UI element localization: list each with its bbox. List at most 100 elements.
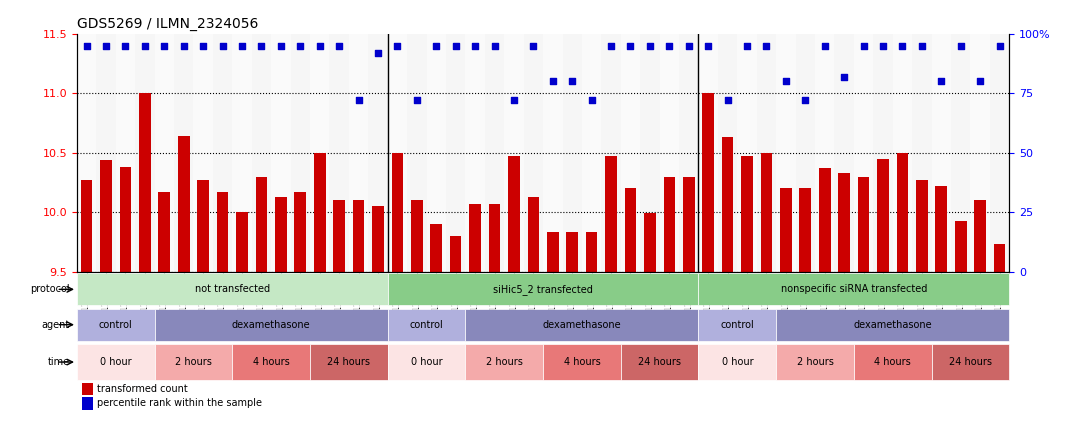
- Point: [331, 42, 348, 49]
- Text: 24 hours: 24 hours: [327, 357, 371, 367]
- FancyBboxPatch shape: [77, 344, 155, 380]
- Point: [214, 42, 231, 49]
- FancyBboxPatch shape: [388, 309, 466, 341]
- Text: not transfected: not transfected: [194, 284, 270, 294]
- Point: [642, 42, 659, 49]
- Bar: [625, 188, 637, 272]
- Text: control: control: [410, 320, 443, 330]
- Text: GDS5269 / ILMN_2324056: GDS5269 / ILMN_2324056: [77, 17, 258, 31]
- Text: dexamethasone: dexamethasone: [232, 320, 311, 330]
- Bar: [737, 34, 757, 272]
- Point: [311, 42, 328, 49]
- Bar: [158, 192, 170, 272]
- FancyBboxPatch shape: [466, 344, 543, 380]
- Point: [875, 42, 892, 49]
- Bar: [81, 383, 93, 396]
- Text: dexamethasone: dexamethasone: [543, 320, 622, 330]
- Bar: [741, 157, 753, 272]
- FancyBboxPatch shape: [388, 344, 466, 380]
- Bar: [854, 34, 874, 272]
- Bar: [682, 176, 694, 272]
- Text: 0 hour: 0 hour: [100, 357, 131, 367]
- Bar: [523, 34, 544, 272]
- Bar: [155, 34, 174, 272]
- FancyBboxPatch shape: [621, 344, 698, 380]
- Bar: [255, 176, 267, 272]
- Point: [97, 42, 114, 49]
- Text: 24 hours: 24 hours: [948, 357, 992, 367]
- Bar: [504, 34, 523, 272]
- Bar: [310, 34, 329, 272]
- Text: 2 hours: 2 hours: [486, 357, 522, 367]
- Point: [524, 42, 541, 49]
- Bar: [329, 34, 349, 272]
- Bar: [96, 34, 115, 272]
- Point: [350, 97, 367, 104]
- Bar: [81, 397, 93, 410]
- Bar: [912, 34, 931, 272]
- Point: [78, 42, 95, 49]
- Text: 2 hours: 2 hours: [175, 357, 211, 367]
- Bar: [349, 34, 368, 272]
- Text: percentile rank within the sample: percentile rank within the sample: [97, 398, 263, 408]
- FancyBboxPatch shape: [698, 273, 1009, 305]
- Bar: [198, 180, 209, 272]
- Bar: [193, 34, 213, 272]
- Bar: [990, 34, 1009, 272]
- Bar: [81, 180, 93, 272]
- Text: 24 hours: 24 hours: [638, 357, 681, 367]
- Bar: [368, 34, 388, 272]
- Bar: [271, 34, 290, 272]
- Bar: [547, 232, 559, 272]
- FancyBboxPatch shape: [155, 344, 233, 380]
- Bar: [760, 153, 772, 272]
- Bar: [660, 34, 679, 272]
- Bar: [703, 93, 714, 272]
- Text: 4 hours: 4 hours: [253, 357, 289, 367]
- Point: [156, 42, 173, 49]
- Bar: [663, 176, 675, 272]
- Point: [389, 42, 406, 49]
- FancyBboxPatch shape: [776, 309, 1009, 341]
- Bar: [178, 136, 189, 272]
- Point: [408, 97, 425, 104]
- Bar: [392, 153, 404, 272]
- Bar: [838, 173, 850, 272]
- FancyBboxPatch shape: [466, 309, 698, 341]
- Text: time: time: [47, 357, 69, 367]
- Point: [175, 42, 192, 49]
- Bar: [77, 34, 96, 272]
- Bar: [974, 201, 986, 272]
- Point: [447, 42, 465, 49]
- Bar: [290, 34, 310, 272]
- Bar: [679, 34, 698, 272]
- Text: dexamethasone: dexamethasone: [853, 320, 932, 330]
- Point: [583, 97, 600, 104]
- Point: [137, 42, 154, 49]
- Bar: [333, 201, 345, 272]
- FancyBboxPatch shape: [698, 344, 776, 380]
- Bar: [295, 192, 307, 272]
- Bar: [951, 34, 971, 272]
- Point: [564, 78, 581, 85]
- Bar: [543, 34, 563, 272]
- Bar: [819, 168, 831, 272]
- Bar: [796, 34, 815, 272]
- Bar: [236, 212, 248, 272]
- Text: control: control: [99, 320, 132, 330]
- Bar: [411, 201, 423, 272]
- Point: [758, 42, 775, 49]
- Bar: [563, 34, 582, 272]
- FancyBboxPatch shape: [543, 344, 621, 380]
- Point: [622, 42, 639, 49]
- FancyBboxPatch shape: [77, 309, 155, 341]
- Point: [370, 49, 387, 56]
- Bar: [877, 159, 889, 272]
- Point: [427, 42, 444, 49]
- FancyBboxPatch shape: [698, 309, 776, 341]
- Bar: [446, 34, 466, 272]
- FancyBboxPatch shape: [931, 344, 1009, 380]
- Point: [835, 73, 852, 80]
- Point: [661, 42, 678, 49]
- Bar: [718, 34, 737, 272]
